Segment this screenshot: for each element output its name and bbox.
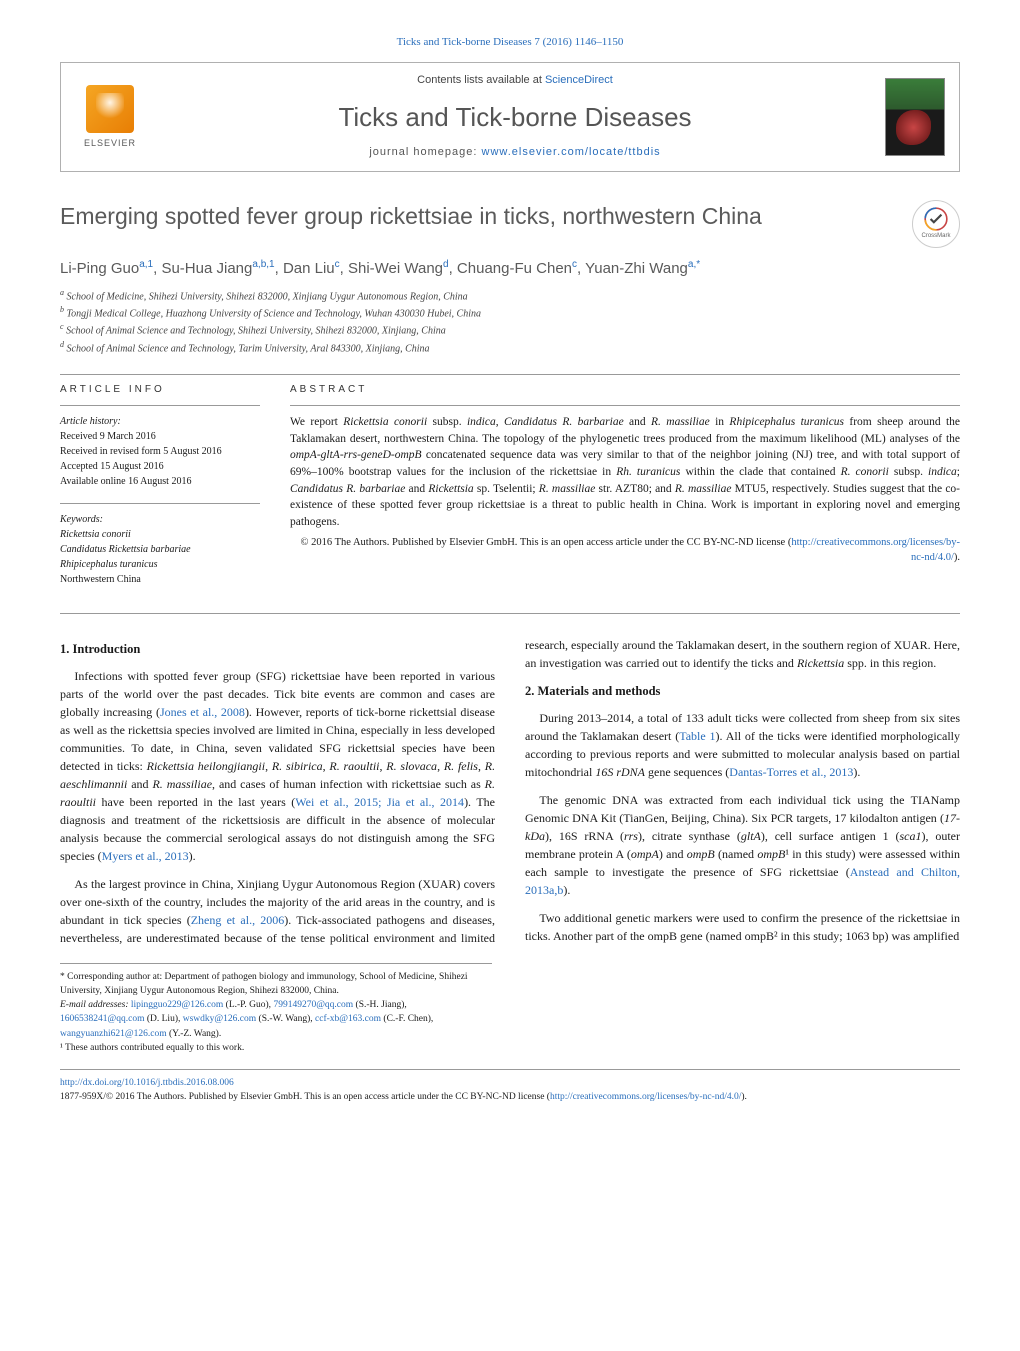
journal-cover-thumb [885,78,945,156]
history-label: Article history: [60,416,121,427]
homepage-url[interactable]: www.elsevier.com/locate/ttbdis [482,146,661,158]
crossmark-label: CrossMark [921,232,950,240]
article-history: Article history: Received 9 March 2016Re… [60,414,260,489]
divider [60,613,960,614]
section-2-p3: Two additional genetic markers were used… [525,909,960,945]
contents-prefix: Contents lists available at [417,74,545,86]
abstract-col: abstract We report Rickettsia conorii su… [290,383,960,601]
contents-available: Contents lists available at ScienceDirec… [145,73,885,88]
bottom-bar: http://dx.doi.org/10.1016/j.ttbdis.2016.… [60,1069,960,1105]
copyright-text: © 2016 The Authors. Published by Elsevie… [301,537,792,548]
corresponding-author: * Corresponding author at: Department of… [60,970,492,999]
section-1-p1: Infections with spotted fever group (SFG… [60,667,495,865]
bottom-close: ). [741,1092,747,1102]
article-title: Emerging spotted fever group rickettsiae… [60,200,762,232]
sciencedirect-link[interactable]: ScienceDirect [545,74,613,86]
divider [60,503,260,504]
elsevier-logo: ELSEVIER [75,85,145,150]
keywords-label: Keywords: [60,514,103,525]
journal-header-box: ELSEVIER Contents lists available at Sci… [60,62,960,171]
abstract-label: abstract [290,383,960,397]
doi-link[interactable]: http://dx.doi.org/10.1016/j.ttbdis.2016.… [60,1078,234,1088]
divider [60,405,260,406]
license-link[interactable]: http://creativecommons.org/licenses/by-n… [791,537,960,563]
journal-name: Ticks and Tick-borne Diseases [145,99,885,135]
section-1-title: 1. Introduction [60,640,495,659]
issn-line: 1877-959X/© 2016 The Authors. Published … [60,1092,550,1102]
abstract-copyright: © 2016 The Authors. Published by Elsevie… [290,535,960,565]
affiliations: a School of Medicine, Shihezi University… [60,287,960,356]
header-citation: Ticks and Tick-borne Diseases 7 (2016) 1… [60,35,960,50]
header-center: Contents lists available at ScienceDirec… [145,73,885,160]
keywords-block: Keywords: Rickettsia conoriiCandidatus R… [60,512,260,587]
crossmark-badge[interactable]: CrossMark [912,200,960,248]
abstract-text: We report Rickettsia conorii subsp. indi… [290,414,960,531]
divider [60,374,960,375]
section-2-p2: The genomic DNA was extracted from each … [525,791,960,899]
divider [290,405,960,406]
homepage-line: journal homepage: www.elsevier.com/locat… [145,145,885,160]
bottom-license-link[interactable]: http://creativecommons.org/licenses/by-n… [550,1092,741,1102]
authors: Li-Ping Guoa,1, Su-Hua Jianga,b,1, Dan L… [60,258,960,279]
elsevier-label: ELSEVIER [75,137,145,150]
section-2-p1: During 2013–2014, a total of 133 adult t… [525,709,960,781]
footnotes: * Corresponding author at: Department of… [60,963,492,1056]
copyright-close: ). [954,552,960,563]
article-info-col: article info Article history: Received 9… [60,383,260,601]
elsevier-tree-icon [86,85,134,133]
homepage-label: journal homepage: [369,146,481,158]
email-addresses: E-mail addresses: lipingguo229@126.com (… [60,998,492,1041]
article-info-label: article info [60,383,260,397]
section-2-title: 2. Materials and methods [525,682,960,701]
crossmark-icon [923,206,949,232]
equal-contribution: ¹ These authors contributed equally to t… [60,1041,492,1055]
body-columns: 1. Introduction Infections with spotted … [60,636,960,951]
